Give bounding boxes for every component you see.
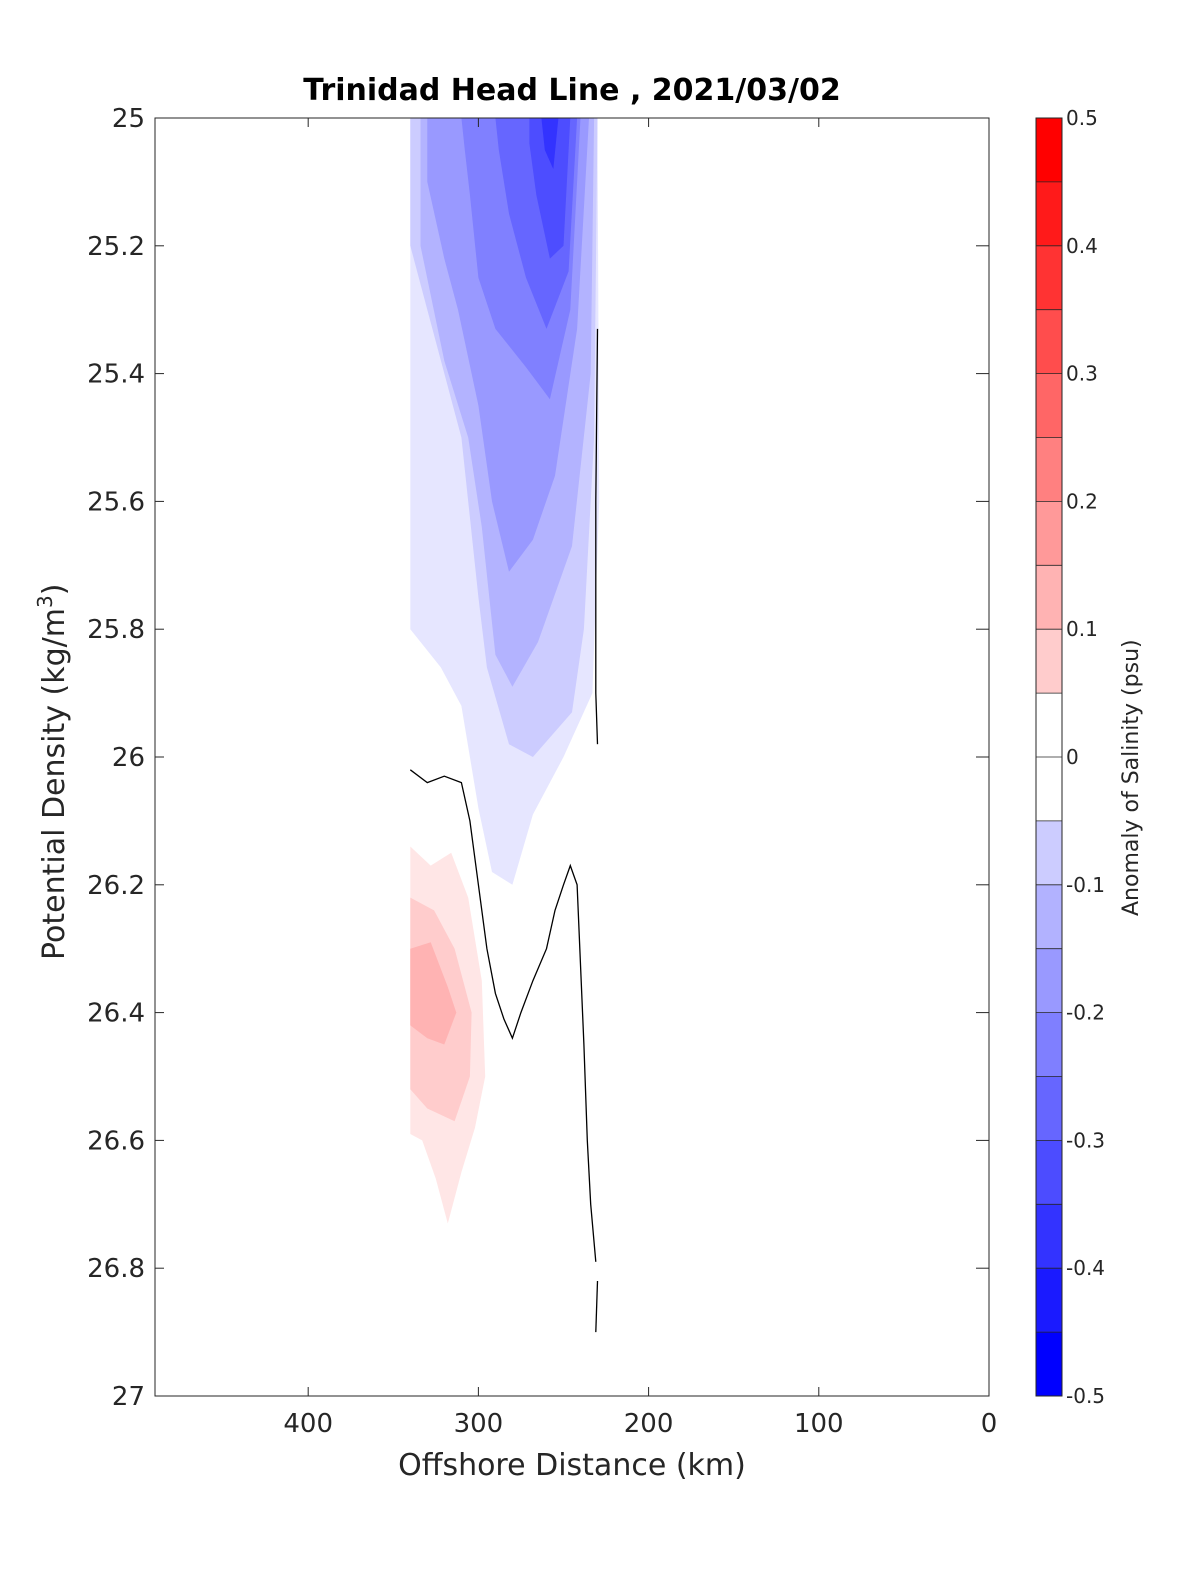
colorbar-band	[1036, 757, 1062, 821]
x-tick-label: 100	[794, 1409, 844, 1439]
zero-contour-lines	[409, 328, 599, 1333]
colorbar-tick-label: 0.2	[1066, 489, 1098, 513]
y-tick-label: 25.2	[87, 232, 145, 262]
y-tick-label: 25.8	[87, 615, 145, 645]
y-tick-label: 25.4	[87, 360, 145, 390]
x-axis-title: Offshore Distance (km)	[398, 1448, 746, 1483]
colorbar-band	[1036, 181, 1062, 246]
zero-contour-line-1	[409, 769, 597, 1262]
y-tick-label: 25	[112, 104, 145, 134]
contour-fill-10	[410, 942, 457, 1045]
colorbar-tick-label: 0	[1066, 745, 1079, 769]
x-axis: 400 300 200 100 0	[283, 118, 997, 1439]
y-tick-label: 26.8	[87, 1254, 145, 1284]
colorbar-band	[1036, 118, 1062, 182]
colorbar-band	[1036, 373, 1062, 438]
colorbar-band	[1036, 629, 1062, 694]
zero-contour-line-0	[595, 328, 599, 745]
colorbar-tick-label: -0.3	[1066, 1128, 1105, 1152]
colorbar-band	[1036, 1332, 1062, 1396]
y-tick-label: 26.6	[87, 1126, 145, 1156]
contour-fills	[410, 118, 600, 1224]
x-tick-label: 200	[624, 1409, 674, 1439]
y-axis-title-close: )	[37, 584, 72, 596]
colorbar-band	[1036, 501, 1062, 566]
colorbar-band	[1036, 309, 1062, 374]
colorbar-band	[1036, 565, 1062, 630]
colorbar: 0.5 0.4 0.3 0.2 0.1 0 -0.1 -0.2 -0.3 -0.4 -0.5	[1035, 106, 1105, 1408]
y-axis-title-main: Potential Density (kg/m	[37, 608, 72, 960]
colorbar-tick-label: 0.5	[1066, 106, 1098, 130]
y-axis: 25 25.2 25.4 25.6 25.8 26 26.2 26.4 26.6 26.8 27	[87, 104, 989, 1412]
y-tick-label: 26	[112, 743, 145, 773]
chart-title: Trinidad Head Line , 2021/03/02	[303, 73, 840, 108]
colorbar-tick-label: -0.2	[1066, 1001, 1105, 1025]
colorbar-band	[1036, 948, 1062, 1013]
y-tick-label: 26.4	[87, 999, 145, 1029]
colorbar-tick-label: 0.3	[1066, 362, 1098, 386]
colorbar-title: Anomaly of Salinity (psu)	[1119, 639, 1144, 916]
contour-fill-7	[541, 118, 559, 170]
contour-fill-6	[529, 118, 571, 259]
colorbar-tick-label: 0.1	[1066, 617, 1098, 641]
colorbar-band	[1036, 1076, 1062, 1141]
colorbar-tick-label: -0.5	[1066, 1384, 1105, 1408]
colorbar-frame	[1035, 117, 1063, 1397]
x-tick-label: 0	[981, 1409, 998, 1439]
colorbar-band	[1036, 1140, 1062, 1205]
colorbar-band	[1036, 693, 1062, 757]
colorbar-band	[1036, 820, 1062, 885]
x-tick-label: 400	[283, 1409, 333, 1439]
y-axis-title-superscript: 3	[33, 595, 57, 608]
colorbar-tick-label: -0.4	[1066, 1256, 1105, 1280]
y-axis-title: Potential Density (kg/m3)	[33, 584, 72, 960]
zero-contour-line-2	[595, 1280, 599, 1333]
colorbar-band	[1036, 884, 1062, 949]
y-tick-label: 27	[112, 1382, 145, 1412]
colorbar-band	[1036, 1012, 1062, 1077]
colorbar-band	[1036, 1268, 1062, 1333]
y-tick-label: 25.6	[87, 487, 145, 517]
colorbar-tick-label: -0.1	[1066, 873, 1105, 897]
x-tick-label: 300	[454, 1409, 504, 1439]
colorbar-band	[1036, 437, 1062, 502]
colorbar-band	[1036, 1204, 1062, 1269]
colorbar-band	[1036, 245, 1062, 310]
colorbar-tick-label: 0.4	[1066, 234, 1098, 258]
y-tick-label: 26.2	[87, 871, 145, 901]
